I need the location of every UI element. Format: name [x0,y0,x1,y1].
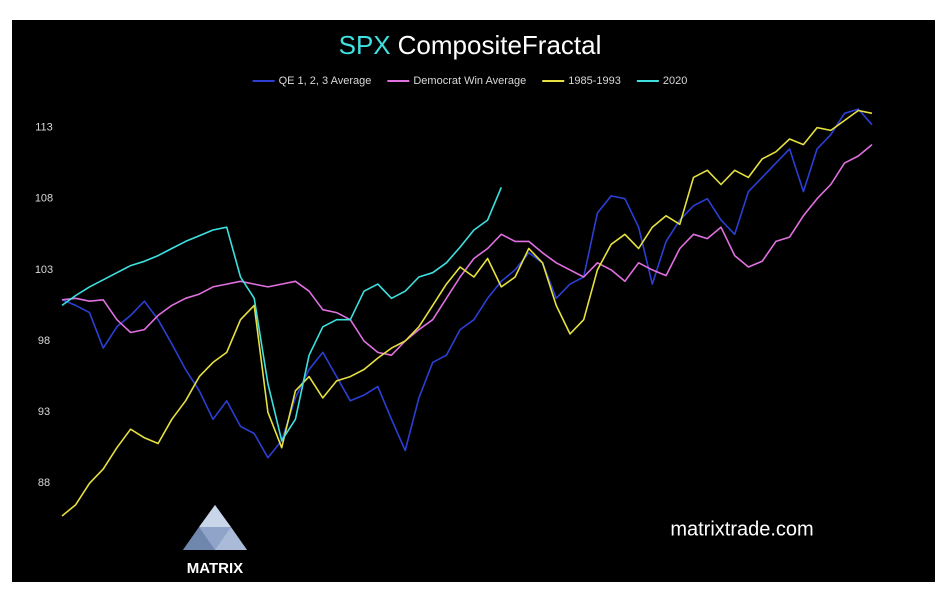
series-line [61,186,503,442]
legend-label: QE 1, 2, 3 Average [279,75,372,87]
watermark: matrixtrade.com [670,518,813,540]
logo-text: MATRIX [187,560,243,577]
legend: QE 1, 2, 3 Average Democrat Win Average 19… [252,75,687,87]
legend-label: 1985-1993 [568,75,621,87]
title-text: CompositeFractal [398,30,602,60]
title-lead: SPX [339,30,391,60]
chart-title: SPX CompositeFractal [339,30,602,60]
y-tick-label: 98 [38,335,50,347]
logo-facet [215,527,247,550]
series-line [61,143,873,356]
series-line [61,108,873,459]
logo-facet [183,527,215,550]
logo-facet [199,505,231,527]
series-line [61,109,873,517]
legend-label: Democrat Win Average [413,75,526,87]
y-tick-label: 103 [35,264,53,276]
y-tick-label: 113 [35,121,53,133]
y-tick-label: 93 [38,406,50,418]
y-tick-label: 108 [35,193,53,205]
chart-background [12,20,935,582]
matrix-logo [183,505,247,550]
legend-label: 2020 [663,75,687,87]
y-tick-label: 88 [38,477,50,489]
